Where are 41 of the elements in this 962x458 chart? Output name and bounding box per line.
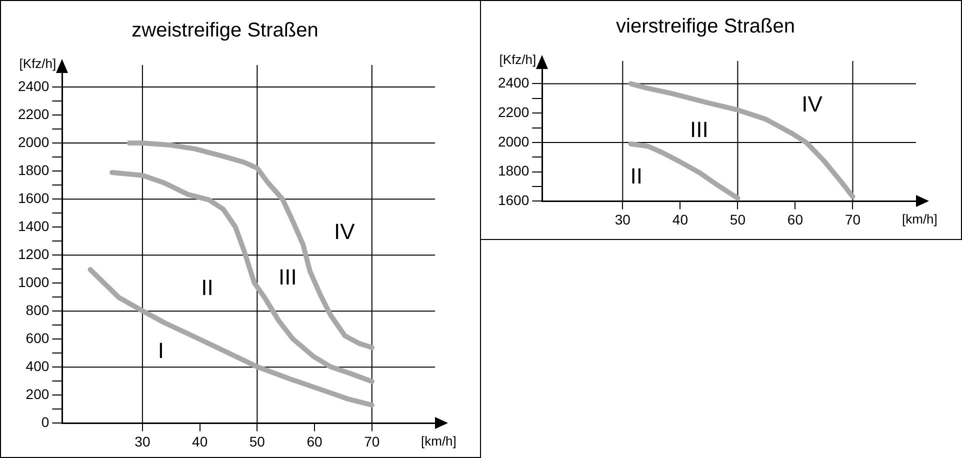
x-axis-title: [km/h] (902, 211, 938, 226)
y-tick-label: 400 (26, 358, 50, 374)
x-tick-label: 40 (672, 211, 688, 228)
x-tick-label: 60 (787, 211, 804, 228)
x-tick-label: 40 (192, 433, 208, 450)
y-tick-label: 200 (26, 386, 50, 402)
x-tick-label: 30 (614, 211, 631, 228)
y-tick-label: 2200 (18, 106, 50, 122)
x-tick-label: 70 (844, 211, 861, 228)
y-tick-label: 1600 (498, 192, 530, 208)
y-tick-label: 1800 (18, 162, 50, 178)
x-axis-title: [km/h] (421, 433, 456, 448)
annotation: IV (802, 92, 823, 117)
y-tick-label: 2000 (18, 134, 50, 150)
annotation: III (690, 117, 708, 142)
chart-title: vierstreifige Straßen (616, 16, 795, 38)
y-tick-label: 2000 (498, 133, 530, 150)
x-tick-label: 60 (306, 433, 323, 450)
x-tick-label: 50 (730, 211, 746, 228)
y-axis-title: [Kfz/h] (499, 52, 536, 68)
y-tick-label: 1400 (18, 218, 50, 234)
y-tick-label: 2400 (18, 78, 50, 94)
y-axis-title: [Kfz/h] (19, 56, 56, 72)
y-tick-label: 1800 (498, 162, 530, 179)
annotation: I (158, 338, 164, 364)
y-tick-label: 2200 (498, 104, 530, 120)
x-tick-label: 30 (134, 433, 150, 450)
y-tick-label: 2400 (498, 74, 530, 91)
annotation: II (630, 163, 642, 188)
x-tick-label: 50 (249, 433, 266, 450)
y-tick-label: 1200 (18, 246, 50, 262)
y-tick-label: 1000 (18, 274, 50, 290)
annotation: IV (334, 218, 356, 244)
y-tick-label: 800 (26, 302, 50, 318)
annotation: II (201, 274, 214, 300)
annotation: III (278, 264, 297, 290)
y-tick-label: 1600 (18, 190, 50, 206)
x-tick-label: 70 (364, 433, 380, 450)
y-tick-label: 0 (41, 414, 50, 430)
y-tick-label: 600 (26, 330, 50, 346)
chart-title: zweistreifige Straßen (132, 20, 318, 42)
